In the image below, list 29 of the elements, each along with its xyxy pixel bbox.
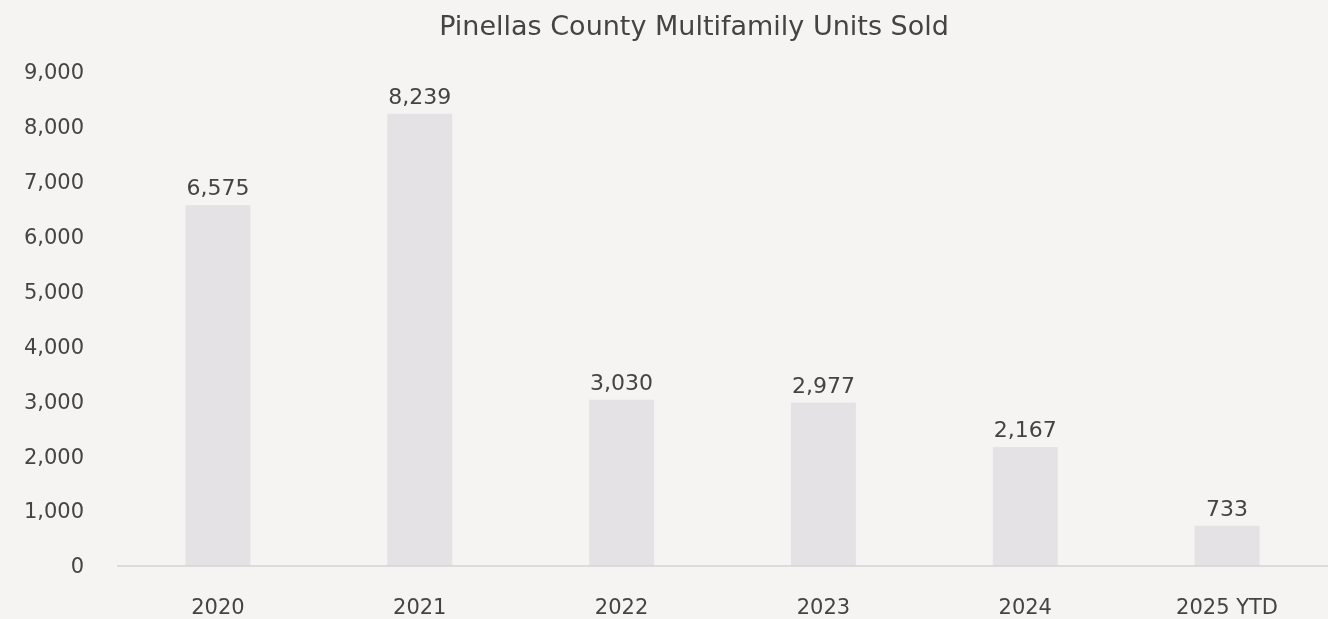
x-tick-label: 2024: [998, 595, 1052, 619]
y-tick-label: 9,000: [23, 60, 84, 85]
x-tick-label: 2023: [796, 595, 851, 619]
data-label: 2,977: [791, 372, 855, 398]
bar: [185, 205, 251, 566]
data-label: 8,239: [388, 83, 452, 109]
bar: [387, 113, 453, 566]
x-tick-label: 2021: [393, 595, 447, 619]
bar: [790, 402, 856, 566]
bar: [1194, 525, 1260, 566]
y-tick-label: 3,000: [23, 389, 84, 414]
x-tick-label: 2025 YTD: [1176, 595, 1279, 619]
data-label: 2,167: [993, 417, 1057, 443]
y-tick-label: 6,000: [23, 225, 84, 250]
y-tick-label: 2,000: [23, 444, 84, 469]
x-tick-label: 2022: [594, 595, 649, 619]
y-tick-label: 0: [70, 554, 84, 579]
data-label: 733: [1206, 495, 1249, 521]
bar: [992, 447, 1058, 566]
bar: [589, 399, 655, 566]
chart-title: Pinellas County Multifamily Units Sold: [439, 10, 949, 41]
y-tick-label: 1,000: [23, 499, 84, 524]
x-tick-label: 2020: [191, 595, 245, 619]
data-label: 6,575: [186, 175, 250, 201]
y-tick-label: 8,000: [23, 115, 84, 140]
y-tick-label: 4,000: [23, 334, 84, 359]
y-tick-label: 7,000: [23, 170, 84, 195]
y-tick-label: 5,000: [23, 279, 84, 304]
data-label: 3,030: [590, 369, 654, 395]
